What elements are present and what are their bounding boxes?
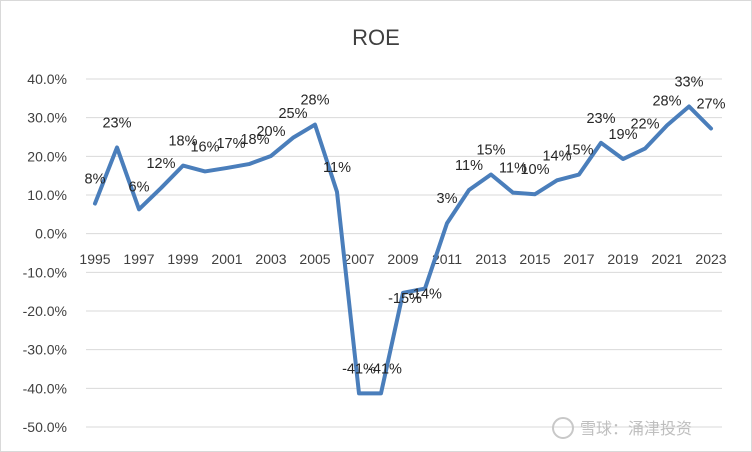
x-tick-label: 2001 [211,251,242,267]
x-tick-label: 1999 [167,251,198,267]
gridlines [86,78,722,428]
y-tick-label: 20.0% [27,148,67,164]
data-label: -15% [388,291,422,307]
data-label: 27% [696,96,725,112]
data-label: 33% [674,74,703,90]
y-tick-label: 30.0% [27,110,67,126]
data-label: 18% [168,134,197,150]
x-tick-label: 1997 [123,251,154,267]
data-label: 11% [499,161,527,177]
x-tick-label: 2023 [695,251,726,267]
y-tick-label: 10.0% [27,187,67,203]
data-label: 17% [216,136,245,152]
data-label: 20% [256,124,285,140]
x-tick-label: 2019 [607,251,638,267]
x-tick-label: 1995 [79,251,110,267]
x-tick-label: 2011 [432,251,462,267]
data-label: 8% [85,172,106,188]
data-label: 11% [323,160,351,176]
x-tick-label: 2017 [563,251,594,267]
watermark-logo-icon [552,417,574,439]
data-label: 23% [586,111,615,127]
x-axis: 1995 1997 1999 2001 2003 2005 2007 2009 2011 2013… [79,251,726,267]
data-label: 15% [564,143,593,159]
data-label: -41% [342,361,376,377]
data-label: 19% [608,127,637,143]
data-label: 3% [437,191,458,207]
x-tick-label: 2021 [651,251,682,267]
y-axis: 40.0% 30.0% 20.0% 10.0% 0.0% -10.0% -20.0% -30.… [23,71,67,435]
data-label: 23% [102,115,131,131]
data-label: 28% [652,93,681,109]
data-label: 28% [300,93,329,109]
y-tick-label: -20.0% [23,303,67,319]
y-tick-label: 0.0% [35,226,67,242]
x-tick-label: 2003 [255,251,286,267]
y-tick-label: -40.0% [23,380,67,396]
roe-series-line [93,104,713,396]
data-label: 10% [520,162,549,178]
series-layer [93,104,713,396]
data-label: 25% [278,106,307,122]
y-tick-label: -10.0% [23,264,67,280]
data-label: -14% [408,287,442,303]
data-label: 12% [146,156,175,172]
watermark-text: 雪球：涌津投资 [580,420,692,438]
data-label: -41% [368,361,402,377]
watermark: 雪球：涌津投资 [552,417,692,439]
data-label: 14% [542,148,571,164]
chart-title: ROE [352,25,400,50]
y-tick-label: -30.0% [23,342,67,358]
data-labels: 8%23%6%12%18%16%17%18%20%25%28%11%-41%-4… [85,74,726,377]
x-tick-label: 2007 [343,251,374,267]
data-label: 22% [630,117,659,133]
data-label: 6% [129,179,150,195]
x-tick-label: 2009 [387,251,418,267]
data-label: 16% [190,139,219,155]
x-tick-label: 2013 [475,251,506,267]
data-label: 18% [240,132,269,148]
data-label: 11% [455,158,483,174]
y-tick-label: 40.0% [27,71,67,87]
data-label: 15% [476,143,505,159]
x-tick-label: 2005 [299,251,330,267]
y-tick-label: -50.0% [23,419,67,435]
x-tick-label: 2015 [519,251,550,267]
